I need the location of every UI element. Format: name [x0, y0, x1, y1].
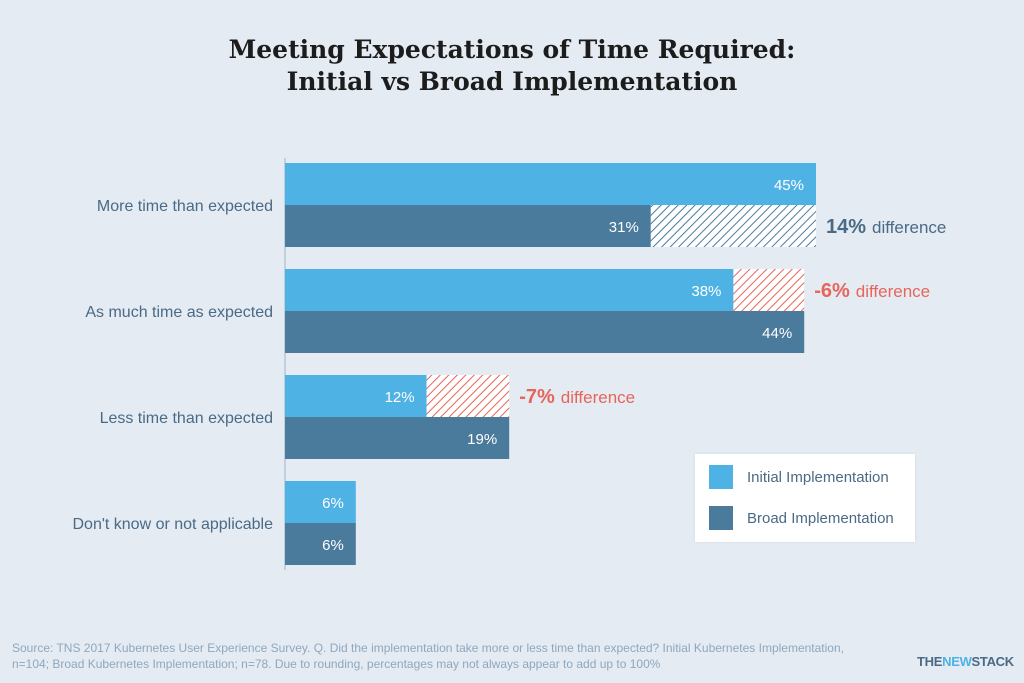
difference-annotation: 14% difference [826, 216, 946, 238]
data-label-broad: 31% [609, 219, 639, 236]
logo-part-stack: STACK [971, 654, 1015, 669]
data-label-broad: 44% [762, 325, 792, 342]
legend-swatch-initial [709, 465, 733, 489]
data-label-initial: 45% [774, 177, 804, 194]
category-label: Less time than expected [100, 410, 273, 427]
chart-title-line2: Initial vs Broad Implementation [286, 67, 738, 96]
legend-item-broad: Broad Implementation [709, 506, 894, 530]
logo-part-new: NEW [942, 654, 972, 669]
difference-text: difference [872, 218, 946, 237]
difference-hatch [733, 269, 805, 311]
bar-broad [285, 205, 651, 247]
difference-hatch [426, 375, 510, 417]
data-label-initial: 12% [385, 389, 415, 406]
chart-legend: Initial Implementation Broad Implementat… [695, 454, 915, 542]
bar-broad [285, 417, 510, 459]
bar-initial [285, 269, 734, 311]
chart-title-line1: Meeting Expectations of Time Required: [228, 35, 796, 64]
category-label: Don't know or not applicable [72, 516, 273, 533]
difference-value: -6% [814, 280, 850, 302]
difference-value: 14% [826, 216, 866, 238]
source-note: Source: TNS 2017 Kubernetes User Experie… [12, 641, 844, 671]
data-label-broad: 6% [322, 537, 344, 554]
difference-annotation: -7% difference [519, 386, 635, 408]
data-label-broad: 19% [467, 431, 497, 448]
category-label: More time than expected [97, 198, 273, 215]
bar-initial [285, 163, 816, 205]
bar-broad [285, 523, 356, 565]
bar-initial [285, 375, 427, 417]
difference-text: difference [856, 282, 930, 301]
difference-hatch [650, 205, 816, 247]
legend-label-broad: Broad Implementation [747, 509, 894, 527]
chart-title: Meeting Expectations of Time Required: I… [0, 34, 1024, 98]
bar-broad [285, 311, 805, 353]
legend-item-initial: Initial Implementation [709, 465, 889, 489]
category-label: As much time as expected [85, 304, 273, 321]
difference-annotation: -6% difference [814, 280, 930, 302]
difference-value: -7% [519, 386, 555, 408]
bar-initial [285, 481, 356, 523]
brand-logo: THENEWSTACK [917, 654, 1014, 669]
legend-swatch-broad [709, 506, 733, 530]
data-label-initial: 38% [691, 283, 721, 300]
data-label-initial: 6% [322, 495, 344, 512]
difference-text: difference [561, 388, 635, 407]
legend-label-initial: Initial Implementation [747, 468, 889, 486]
logo-part-the: THE [917, 654, 943, 669]
bar-chart: More time than expected 45% 31% As much tim… [72, 158, 946, 570]
